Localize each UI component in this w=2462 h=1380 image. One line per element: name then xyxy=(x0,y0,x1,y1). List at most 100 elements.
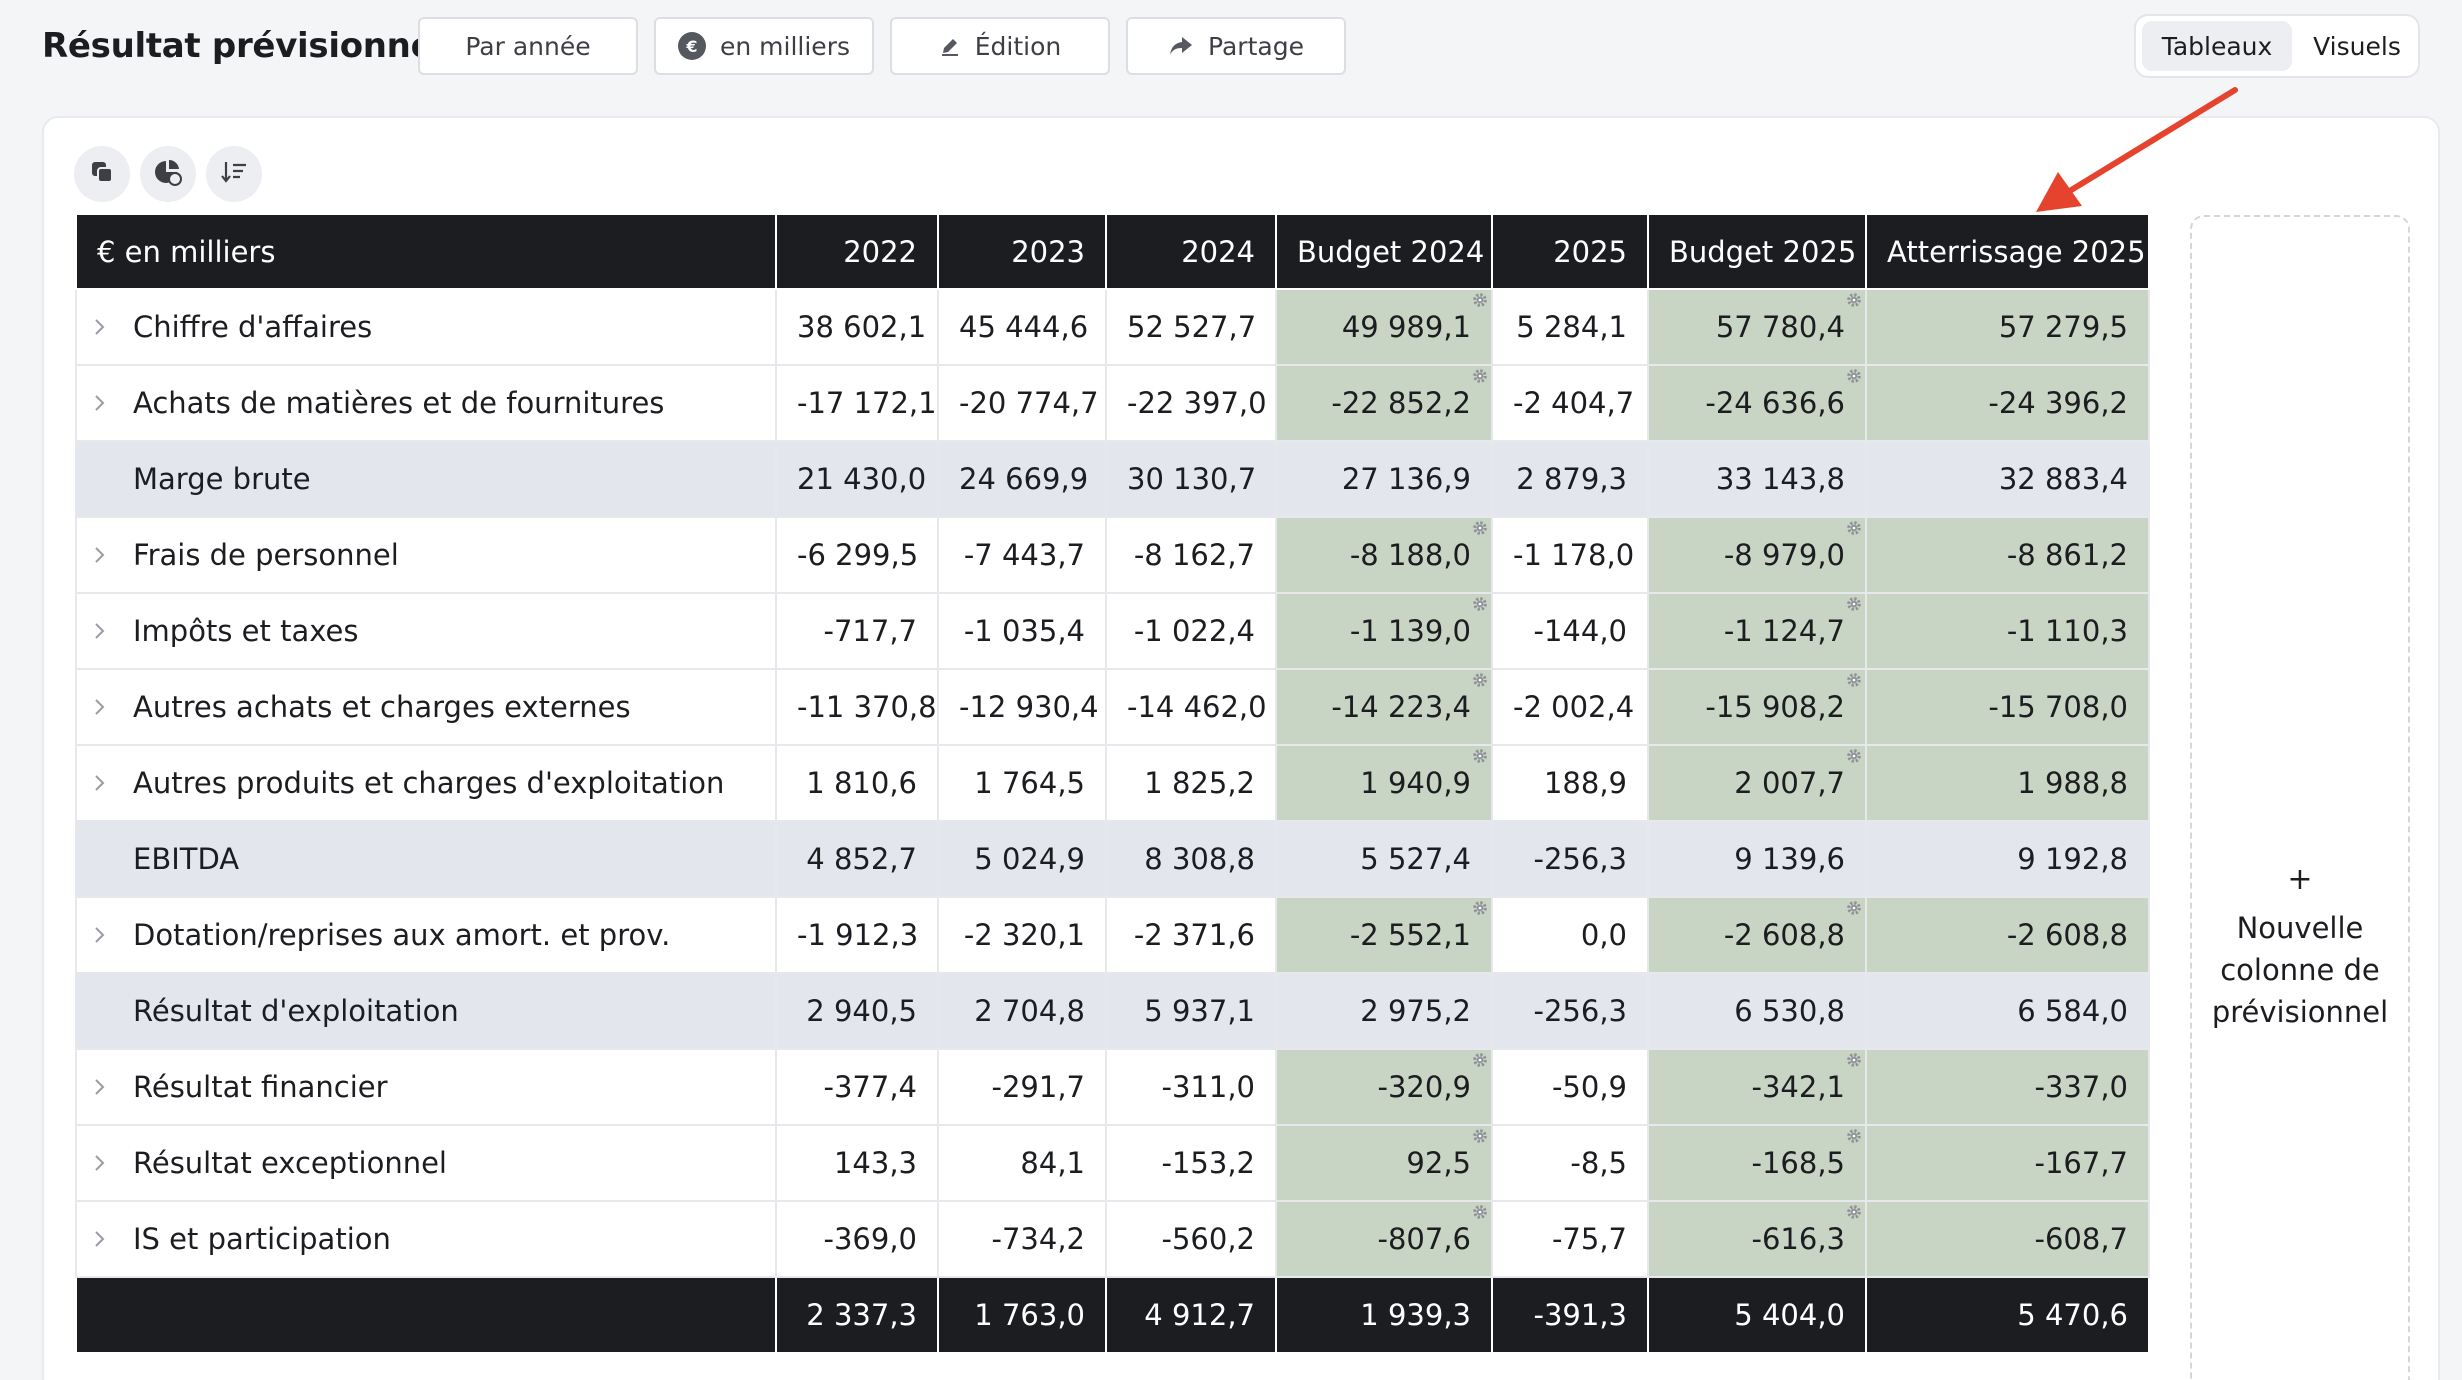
sort-button[interactable] xyxy=(206,146,262,202)
gear-icon[interactable] xyxy=(1846,900,1862,916)
value-cell[interactable]: 1 988,8 xyxy=(1865,744,2150,822)
value-cell: 27 136,9 xyxy=(1275,440,1493,518)
value-cell[interactable]: -1 110,3 xyxy=(1865,592,2150,670)
value-cell[interactable]: -2 552,1 xyxy=(1275,896,1493,974)
table-row[interactable]: Résultat exceptionnel 143,3 84,1 -153,2 92,5… xyxy=(75,1124,2150,1202)
chevron-right-icon[interactable] xyxy=(93,314,117,344)
value-cell[interactable]: -8 188,0 xyxy=(1275,516,1493,594)
table-row[interactable]: IS et participation -369,0 -734,2 -560,2 -80… xyxy=(75,1200,2150,1278)
value-cell[interactable]: 57 279,5 xyxy=(1865,288,2150,366)
cell-value: -12 930,4 xyxy=(959,690,1099,724)
gear-icon[interactable] xyxy=(1472,900,1488,916)
column-header[interactable]: 2022 xyxy=(775,215,939,290)
value-cell[interactable]: -8 979,0 xyxy=(1647,516,1867,594)
chevron-right-icon[interactable] xyxy=(93,618,117,648)
edit-button[interactable]: Édition xyxy=(890,17,1110,75)
gear-icon[interactable] xyxy=(1472,520,1488,536)
value-cell[interactable]: -342,1 xyxy=(1647,1048,1867,1126)
share-button[interactable]: Partage xyxy=(1126,17,1346,75)
gear-icon[interactable] xyxy=(1472,596,1488,612)
table-row[interactable]: Frais de personnel -6 299,5 -7 443,7 -8 162… xyxy=(75,516,2150,594)
gear-icon[interactable] xyxy=(1472,1204,1488,1220)
value-cell[interactable]: -24 636,6 xyxy=(1647,364,1867,442)
thousands-label: en milliers xyxy=(720,31,850,61)
value-cell[interactable]: -2 608,8 xyxy=(1647,896,1867,974)
value-cell[interactable]: -616,3 xyxy=(1647,1200,1867,1278)
gear-icon[interactable] xyxy=(1472,1128,1488,1144)
value-cell: -369,0 xyxy=(775,1200,939,1278)
value-cell[interactable]: 49 989,1 xyxy=(1275,288,1493,366)
gear-icon[interactable] xyxy=(1472,368,1488,384)
value-cell[interactable]: -320,9 xyxy=(1275,1048,1493,1126)
value-cell[interactable]: -807,6 xyxy=(1275,1200,1493,1278)
value-cell[interactable]: -24 396,2 xyxy=(1865,364,2150,442)
gear-icon[interactable] xyxy=(1846,672,1862,688)
gear-icon[interactable] xyxy=(1846,1128,1862,1144)
table-row[interactable]: Achats de matières et de fournitures -17 … xyxy=(75,364,2150,442)
value-cell[interactable]: -14 223,4 xyxy=(1275,668,1493,746)
value-cell[interactable]: 92,5 xyxy=(1275,1124,1493,1202)
chevron-right-icon[interactable] xyxy=(93,542,117,572)
value-cell[interactable]: 57 780,4 xyxy=(1647,288,1867,366)
column-header[interactable]: 2025 xyxy=(1491,215,1649,290)
chevron-right-icon[interactable] xyxy=(93,1150,117,1180)
chevron-right-icon[interactable] xyxy=(93,1074,117,1104)
gear-icon[interactable] xyxy=(1472,672,1488,688)
thousands-button[interactable]: € en milliers xyxy=(654,17,874,75)
gear-icon[interactable] xyxy=(1472,748,1488,764)
cell-value: 2 337,3 xyxy=(806,1298,917,1332)
column-header[interactable]: Budget 2025 xyxy=(1647,215,1867,290)
cell-value: 57 780,4 xyxy=(1715,310,1845,344)
gear-icon[interactable] xyxy=(1846,1204,1862,1220)
cell-value: -14 462,0 xyxy=(1127,690,1267,724)
value-cell: 0,0 xyxy=(1491,896,1649,974)
value-cell[interactable]: -167,7 xyxy=(1865,1124,2150,1202)
value-cell[interactable]: -8 861,2 xyxy=(1865,516,2150,594)
value-cell[interactable]: -1 124,7 xyxy=(1647,592,1867,670)
row-label: Achats de matières et de fournitures xyxy=(133,386,665,420)
cell-value: -1 124,7 xyxy=(1723,614,1845,648)
value-cell[interactable]: 1 940,9 xyxy=(1275,744,1493,822)
value-cell[interactable]: -337,0 xyxy=(1865,1048,2150,1126)
table-row[interactable]: Chiffre d'affaires 38 602,1 45 444,6 52 527… xyxy=(75,288,2150,366)
gear-icon[interactable] xyxy=(1846,520,1862,536)
copy-icon xyxy=(88,158,116,190)
cell-value: 5 284,1 xyxy=(1516,310,1627,344)
value-cell[interactable]: -1 139,0 xyxy=(1275,592,1493,670)
value-cell[interactable]: -15 908,2 xyxy=(1647,668,1867,746)
table-row[interactable]: Dotation/reprises aux amort. et prov. -1 … xyxy=(75,896,2150,974)
gear-icon[interactable] xyxy=(1846,748,1862,764)
by-year-button[interactable]: Par année xyxy=(418,17,638,75)
chevron-right-icon[interactable] xyxy=(93,390,117,420)
value-cell[interactable]: -22 852,2 xyxy=(1275,364,1493,442)
value-cell[interactable]: -15 708,0 xyxy=(1865,668,2150,746)
gear-icon[interactable] xyxy=(1472,292,1488,308)
tab-visuals[interactable]: Visuels xyxy=(2313,31,2401,61)
chevron-right-icon[interactable] xyxy=(93,922,117,952)
table-row[interactable]: Autres achats et charges externes -11 370… xyxy=(75,668,2150,746)
chart-sync-button[interactable] xyxy=(140,146,196,202)
column-header[interactable]: Budget 2024 xyxy=(1275,215,1493,290)
gear-icon[interactable] xyxy=(1846,368,1862,384)
tab-tables[interactable]: Tableaux xyxy=(2142,21,2292,71)
value-cell[interactable]: -2 608,8 xyxy=(1865,896,2150,974)
table-row[interactable]: Autres produits et charges d'exploitatio… xyxy=(75,744,2150,822)
column-header[interactable]: Atterrissage 2025 xyxy=(1865,215,2150,290)
gear-icon[interactable] xyxy=(1472,1052,1488,1068)
gear-icon[interactable] xyxy=(1846,292,1862,308)
chevron-right-icon[interactable] xyxy=(93,694,117,724)
cell-value: -7 443,7 xyxy=(963,538,1085,572)
value-cell[interactable]: -608,7 xyxy=(1865,1200,2150,1278)
gear-icon[interactable] xyxy=(1846,596,1862,612)
chevron-right-icon[interactable] xyxy=(93,1226,117,1256)
gear-icon[interactable] xyxy=(1846,1052,1862,1068)
table-row[interactable]: Résultat financier -377,4 -291,7 -311,0 -320… xyxy=(75,1048,2150,1126)
value-cell[interactable]: 2 007,7 xyxy=(1647,744,1867,822)
new-forecast-column-button[interactable]: + Nouvelle colonne de prévisionnel xyxy=(2190,215,2410,1380)
table-row[interactable]: Impôts et taxes -717,7 -1 035,4 -1 022,4 -1 … xyxy=(75,592,2150,670)
column-header[interactable]: 2023 xyxy=(937,215,1107,290)
column-header[interactable]: 2024 xyxy=(1105,215,1277,290)
chevron-right-icon[interactable] xyxy=(93,770,117,800)
value-cell[interactable]: -168,5 xyxy=(1647,1124,1867,1202)
copy-button[interactable] xyxy=(74,146,130,202)
